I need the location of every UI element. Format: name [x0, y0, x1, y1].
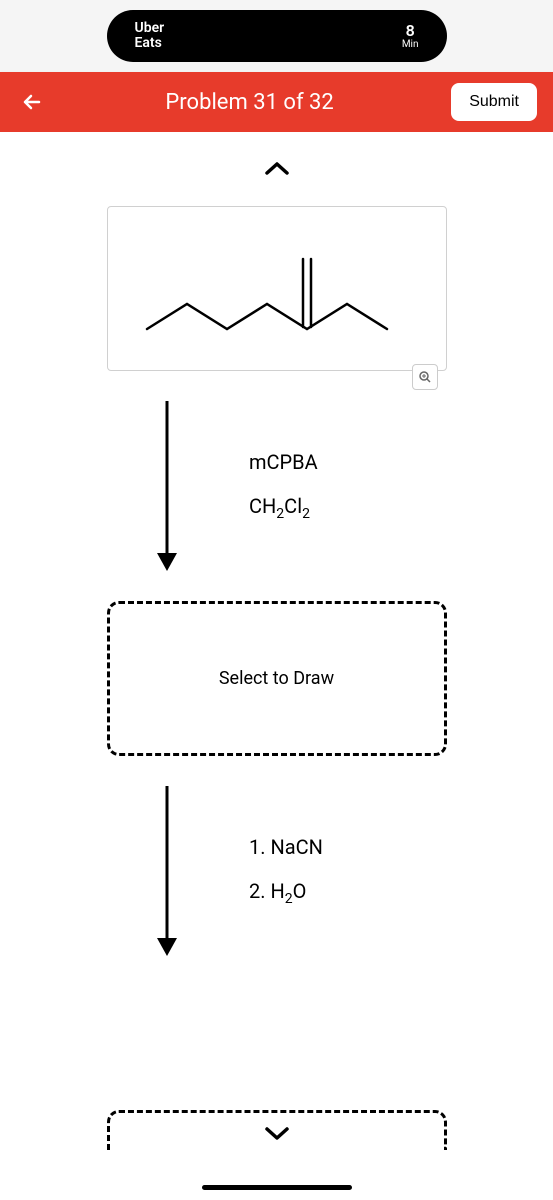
problem-header: Problem 31 of 32 Submit: [0, 72, 553, 132]
step2-line2: 2. H2O: [249, 879, 323, 907]
notification-number: 8: [402, 22, 419, 40]
draw-intermediate-box[interactable]: Select to Draw: [107, 601, 447, 756]
notification-app-name: Uber Eats: [135, 21, 165, 52]
chevron-down-icon: [263, 1124, 291, 1142]
home-indicator[interactable]: [202, 1185, 352, 1190]
reagent2-label: CH2Cl2: [249, 494, 318, 522]
dynamic-island-notification[interactable]: Uber Eats 8 Min: [107, 10, 447, 62]
notification-value: 8 Min: [402, 22, 419, 51]
app-name-line2: Eats: [135, 35, 162, 51]
submit-button[interactable]: Submit: [451, 83, 537, 121]
notification-unit: Min: [402, 39, 419, 50]
zoom-button[interactable]: [412, 364, 438, 390]
chevron-up-icon: [263, 160, 291, 178]
draw-box-label: Select to Draw: [219, 668, 334, 689]
magnify-icon: [418, 370, 432, 384]
scroll-down-button[interactable]: [0, 1116, 553, 1150]
scroll-up-button[interactable]: [0, 152, 553, 186]
reaction-step-2: 1. NaCN 2. H2O: [155, 786, 553, 956]
reagent-step2: 1. NaCN 2. H2O: [249, 835, 323, 907]
starting-material-box[interactable]: [107, 206, 447, 371]
step2-line1: 1. NaCN: [249, 835, 323, 859]
arrow-left-icon: [20, 90, 44, 114]
reagent-step1: mCPBA CH2Cl2: [249, 450, 318, 522]
reagent1-label: mCPBA: [249, 450, 318, 474]
molecule-structure: [127, 219, 427, 359]
problem-title: Problem 31 of 32: [48, 90, 451, 115]
reaction-arrow: [155, 401, 179, 571]
reaction-arrow: [155, 786, 179, 956]
reaction-step-1: mCPBA CH2Cl2: [155, 401, 553, 571]
app-name-line1: Uber: [135, 20, 165, 36]
problem-content: mCPBA CH2Cl2 Select to Draw 1. NaCN 2. H…: [0, 132, 553, 1200]
back-button[interactable]: [16, 86, 48, 118]
